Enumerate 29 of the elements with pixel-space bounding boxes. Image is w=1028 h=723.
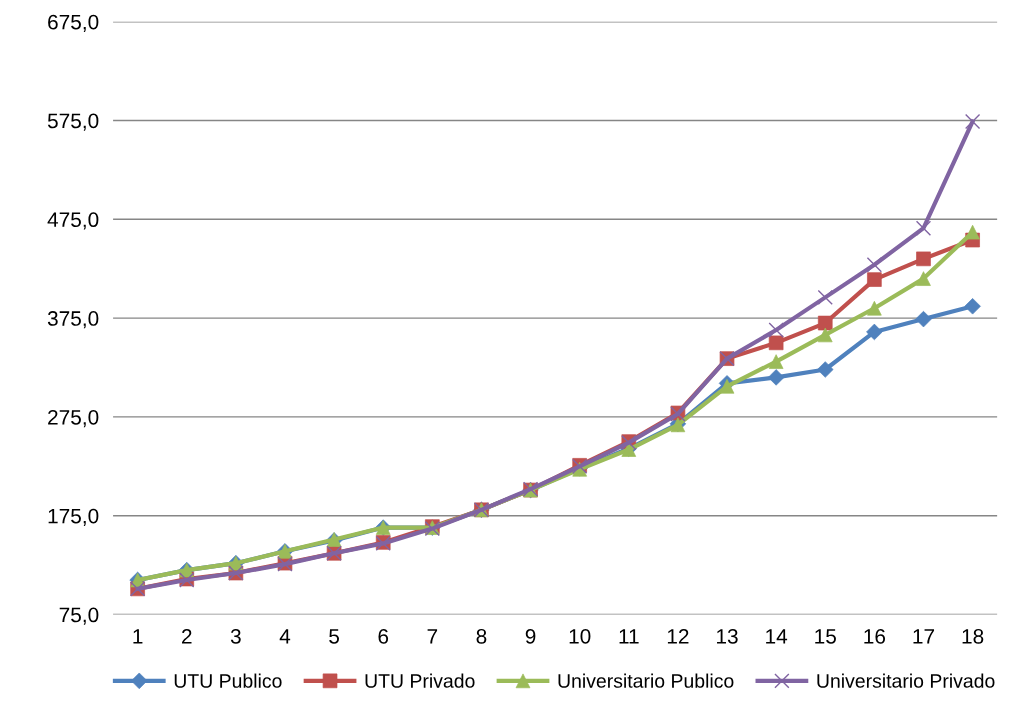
x-tick-label: 15 <box>815 629 836 644</box>
x-tick-label: 2 <box>182 628 192 644</box>
x-tick-label: 8 <box>476 628 487 644</box>
y-tick-label: 75,0 <box>59 607 99 625</box>
x-tick-label: 14 <box>766 629 788 644</box>
legend-label: Universitario Privado <box>817 673 995 688</box>
x-tick-label: 1 <box>133 629 143 644</box>
y-tick-label: 575,0 <box>47 113 99 131</box>
y-tick-label: 375,0 <box>47 311 99 329</box>
y-tick-label: 175,0 <box>48 508 99 526</box>
x-tick-label: 3 <box>230 628 241 644</box>
x-tick-label: 17 <box>913 629 935 644</box>
legend-label: Universitario Publico <box>558 673 734 688</box>
x-tick-label: 6 <box>378 628 389 644</box>
x-tick-label: 18 <box>962 628 984 644</box>
x-tick-label: 5 <box>329 629 340 644</box>
y-tick-label: 475,0 <box>47 212 99 230</box>
x-tick-label: 11 <box>619 629 639 644</box>
x-tick-label: 10 <box>569 628 591 644</box>
y-tick-label: 675,0 <box>48 14 99 32</box>
y-tick-label: 275,0 <box>48 409 99 428</box>
x-tick-label: 4 <box>279 629 291 644</box>
x-tick-label: 7 <box>427 629 438 644</box>
x-tick-label: 13 <box>717 628 738 644</box>
legend-label: UTU Privado <box>365 673 475 688</box>
legend-label: UTU Publico <box>174 673 282 688</box>
x-tick-label: 9 <box>525 628 536 644</box>
x-tick-label: 12 <box>667 628 689 644</box>
x-tick-label: 16 <box>864 628 886 644</box>
